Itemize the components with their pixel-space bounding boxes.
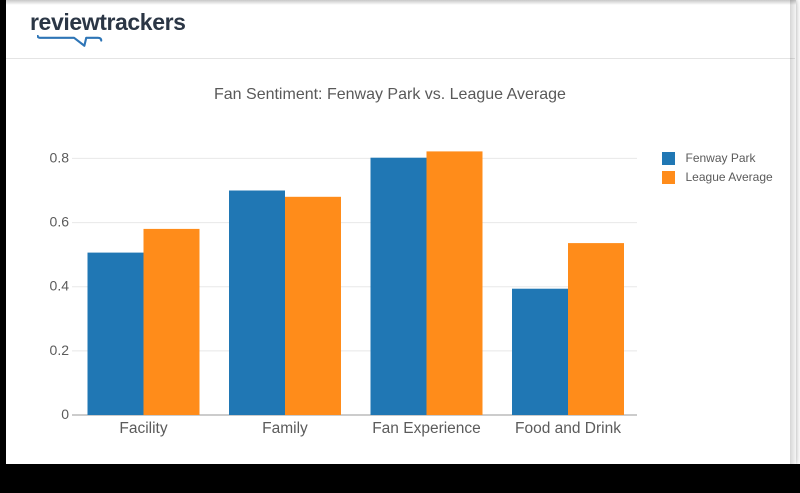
svg-text:0.2: 0.2 bbox=[50, 342, 70, 358]
svg-text:Fan Experience: Fan Experience bbox=[372, 420, 481, 437]
svg-text:Food and Drink: Food and Drink bbox=[515, 420, 621, 437]
svg-text:0.4: 0.4 bbox=[50, 278, 70, 294]
svg-text:0.6: 0.6 bbox=[50, 214, 70, 230]
svg-text:0: 0 bbox=[61, 406, 69, 422]
svg-text:Facility: Facility bbox=[119, 420, 167, 437]
svg-text:Family: Family bbox=[262, 420, 308, 437]
svg-text:0.8: 0.8 bbox=[50, 149, 70, 165]
